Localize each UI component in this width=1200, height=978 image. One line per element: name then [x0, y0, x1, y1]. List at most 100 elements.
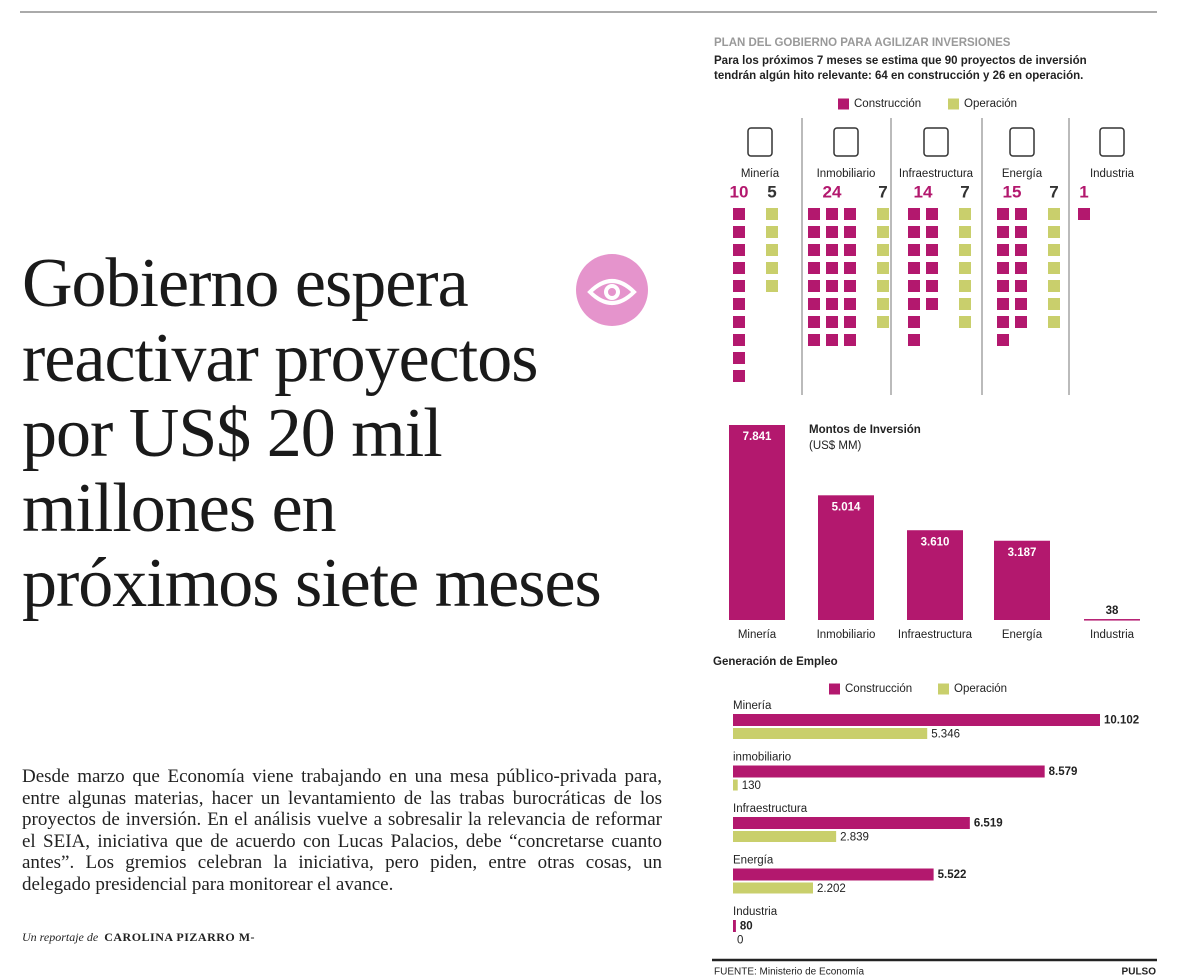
- waffle-cell: [826, 262, 838, 274]
- waffle-cell: [826, 226, 838, 238]
- waffle-group: [733, 208, 745, 382]
- category-label: Energía: [1002, 168, 1043, 180]
- category-label: Industria: [733, 906, 778, 918]
- bar: [1084, 619, 1140, 621]
- count-label: 7: [1049, 182, 1058, 201]
- icon-shape: [833, 127, 859, 157]
- bar-value-label: 10.102: [1104, 715, 1139, 727]
- waffle-cell: [926, 226, 938, 238]
- legend-swatch: [948, 98, 959, 110]
- waffle-cell: [1048, 208, 1060, 220]
- waffle-cell: [1048, 226, 1060, 238]
- count-label: 5: [767, 182, 776, 201]
- waffle-cell: [1015, 244, 1027, 256]
- byline: Un reportaje de CAROLINA PIZARRO M-: [22, 930, 255, 945]
- waffle-cell: [908, 262, 920, 274]
- waffle-cell: [877, 280, 889, 292]
- bar-value-label: 0: [737, 935, 743, 947]
- legend-label: Construcción: [845, 683, 912, 695]
- bar: [907, 530, 963, 620]
- bar-value-label: 6.519: [974, 818, 1003, 830]
- waffle-cell: [926, 208, 938, 220]
- waffle-cell: [997, 244, 1009, 256]
- waffle-cell: [908, 208, 920, 220]
- waffle-cell: [1015, 316, 1027, 328]
- legend-swatch: [838, 98, 849, 110]
- eye-icon: [576, 254, 648, 326]
- bar-value-label: 130: [742, 780, 761, 792]
- waffle-cell: [826, 334, 838, 346]
- waffle-cell: [959, 298, 971, 310]
- category-label: Industria: [1090, 168, 1135, 180]
- category-label: Industria: [1090, 629, 1135, 641]
- waffle-cell: [826, 316, 838, 328]
- waffle-group: [908, 208, 938, 346]
- waffle-cell: [733, 262, 745, 274]
- waffle-cell: [877, 262, 889, 274]
- waffle-group: [877, 208, 889, 328]
- waffle-cell: [997, 280, 1009, 292]
- bar-value-label: 8.579: [1049, 766, 1078, 778]
- waffle-cell: [844, 334, 856, 346]
- waffle-cell: [1078, 208, 1090, 220]
- bar-value-label: 3.187: [1008, 547, 1037, 559]
- waffle-cell: [1015, 280, 1027, 292]
- info-subtitle: Para los próximos 7 meses se estima que …: [714, 55, 1087, 67]
- waffle-cell: [733, 280, 745, 292]
- count-label: 14: [914, 182, 933, 201]
- headline-line: reactivar proyectos: [22, 320, 538, 397]
- bar: [733, 920, 736, 932]
- waffle-cell: [808, 226, 820, 238]
- info-title: PLAN DEL GOBIERNO PARA AGILIZAR INVERSIO…: [714, 37, 1011, 49]
- waffle-cell: [733, 334, 745, 346]
- bar-value-label: 2.202: [817, 883, 846, 895]
- waffle-cell: [844, 316, 856, 328]
- bar-subtitle: (US$ MM): [809, 440, 862, 452]
- waffle-cell: [733, 352, 745, 364]
- waffle-cell: [997, 298, 1009, 310]
- headline: Gobierno espera reactivar proyectos por US…: [22, 246, 702, 621]
- waffle-cell: [926, 244, 938, 256]
- waffle-cell: [997, 316, 1009, 328]
- info-subtitle: tendrán algún hito relevante: 64 en cons…: [714, 70, 1083, 82]
- category-label: Infraestructura: [898, 629, 973, 641]
- waffle-cell: [766, 244, 778, 256]
- waffle-cell: [959, 262, 971, 274]
- waffle-cell: [997, 226, 1009, 238]
- waffle-group: [766, 208, 778, 292]
- count-label: 1: [1079, 182, 1088, 201]
- waffle-cell: [877, 316, 889, 328]
- waffle-group: [808, 208, 856, 346]
- icon-shape: [1099, 127, 1125, 157]
- waffle-cell: [844, 208, 856, 220]
- bar-title: Montos de Inversión: [809, 424, 921, 436]
- waffle-group: [997, 208, 1027, 346]
- bar: [733, 817, 970, 829]
- waffle-cell: [733, 316, 745, 328]
- count-label: 15: [1003, 182, 1022, 201]
- headline-line: próximos siete meses: [22, 545, 602, 622]
- waffle-cell: [808, 262, 820, 274]
- waffle-cell: [733, 298, 745, 310]
- category-label: inmobiliario: [733, 752, 791, 764]
- waffle-cell: [908, 334, 920, 346]
- legend-label: Operación: [954, 683, 1007, 695]
- waffle-cell: [844, 298, 856, 310]
- waffle-cell: [808, 208, 820, 220]
- brand: PULSO: [1122, 967, 1157, 978]
- waffle-cell: [808, 280, 820, 292]
- waffle-cell: [877, 298, 889, 310]
- headline-line: por US$ 20 mil: [22, 395, 443, 472]
- waffle-cell: [877, 226, 889, 238]
- waffle-cell: [997, 208, 1009, 220]
- icon-shape: [1009, 127, 1035, 157]
- bar-value-label: 7.841: [743, 431, 772, 443]
- waffle-cell: [1048, 262, 1060, 274]
- count-label: 7: [878, 182, 887, 201]
- waffle-cell: [959, 226, 971, 238]
- waffle-cell: [844, 226, 856, 238]
- byline-prefix: Un reportaje de: [22, 930, 99, 944]
- waffle-group: [959, 208, 971, 328]
- waffle-cell: [997, 334, 1009, 346]
